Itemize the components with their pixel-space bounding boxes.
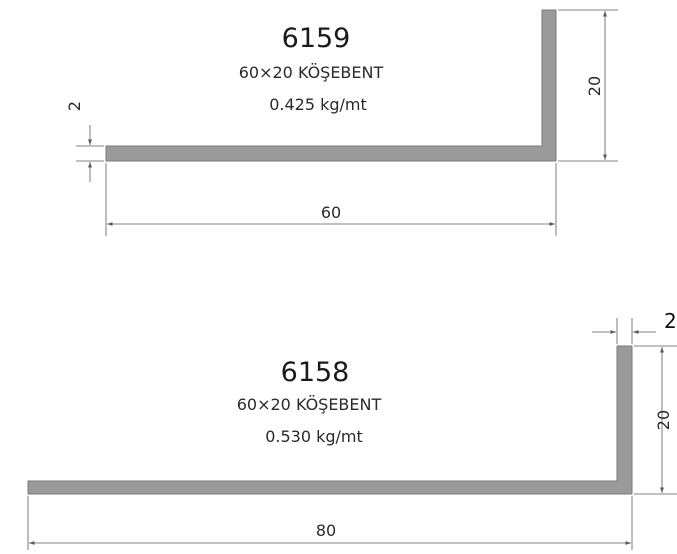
width-dimension-label: 80: [316, 521, 336, 540]
profile-6158-shape: [27, 345, 633, 495]
height-dimension-label: 20: [654, 410, 673, 430]
profile-6158-group: 6158 60×20 KÖŞEBENT 0.530 kg/mt 80 20 2: [27, 309, 677, 550]
profile-code: 6158: [281, 357, 350, 388]
profile-6159-shape: [105, 9, 557, 162]
height-dimension-label: 20: [585, 76, 604, 96]
profile-description: 60×20 KÖŞEBENT: [237, 395, 382, 414]
profile-weight: 0.530 kg/mt: [265, 427, 363, 446]
thickness-dimension-label: 2: [664, 309, 677, 333]
profile-description: 60×20 KÖŞEBENT: [239, 63, 384, 82]
width-dimension-label: 60: [321, 203, 341, 222]
profile-code: 6159: [282, 23, 351, 54]
profile-weight: 0.425 kg/mt: [269, 95, 367, 114]
profile-6159-group: 6159 60×20 KÖŞEBENT 0.425 kg/mt 60 20 2: [65, 9, 618, 236]
thickness-dimension-label: 2: [65, 101, 84, 111]
